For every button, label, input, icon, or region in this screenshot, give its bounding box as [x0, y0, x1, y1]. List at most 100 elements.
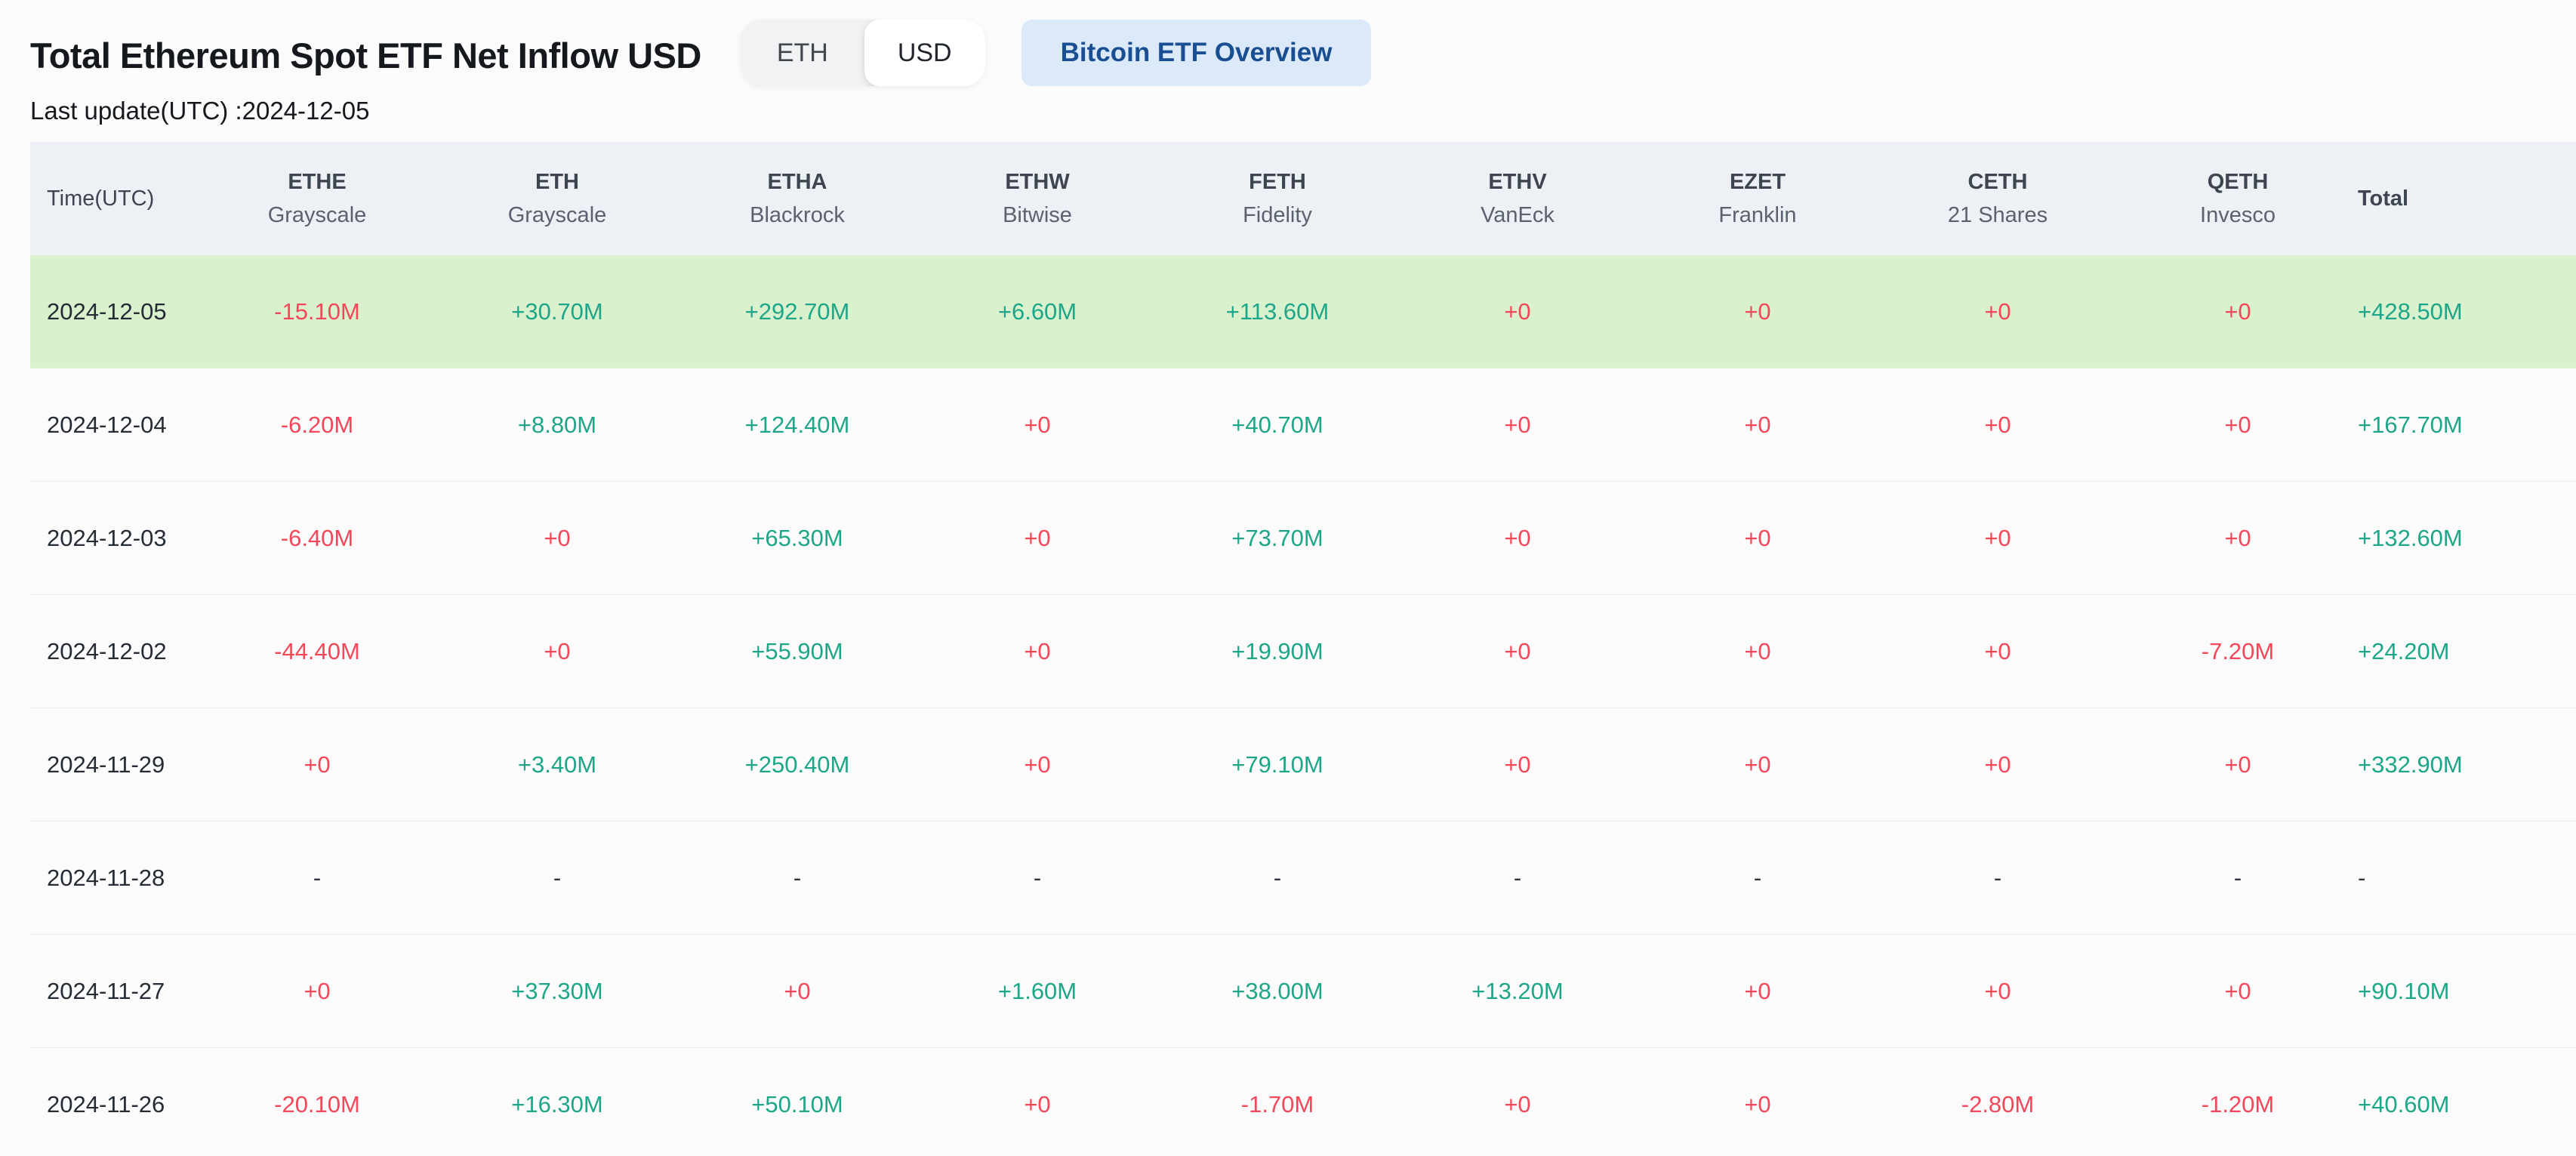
date-cell: 2024-12-05	[47, 297, 167, 325]
value-cell: +0	[1744, 637, 1771, 664]
topbar: Total Ethereum Spot ETF Net Inflow USD E…	[0, 0, 2576, 86]
value-cell: +16.30M	[511, 1090, 603, 1117]
value-cell: +0	[1024, 524, 1051, 551]
total-cell: +40.60M	[2358, 1090, 2450, 1117]
date-cell: 2024-11-29	[47, 751, 165, 778]
date-cell: 2024-12-03	[47, 524, 167, 551]
header-cell-feth: FETH Fidelity	[1243, 170, 1312, 227]
value-cell: +0	[1024, 637, 1051, 664]
value-cell: +0	[304, 751, 331, 778]
value-cell: +0	[1984, 751, 2011, 778]
value-cell: -2.80M	[1961, 1090, 2035, 1117]
table-row: 2024-11-26 -20.10M +16.30M +50.10M +0 -1.70M +…	[30, 1048, 2576, 1156]
table-row: 2024-12-04 -6.20M +8.80M +124.40M +0 +40.70M +…	[30, 368, 2576, 482]
header-cell-ethv: ETHV VanEck	[1481, 170, 1555, 227]
value-cell: +0	[1744, 524, 1771, 551]
total-cell: +132.60M	[2358, 524, 2463, 551]
value-cell: +0	[2224, 411, 2251, 438]
currency-toggle[interactable]: ETH USD	[740, 20, 985, 86]
table-row: 2024-12-02 -44.40M +0 +55.90M +0 +19.90M +0 +0 +…	[30, 595, 2576, 708]
value-cell: +0	[1744, 411, 1771, 438]
value-cell: +0	[1504, 297, 1531, 325]
date-cell: 2024-11-26	[47, 1090, 165, 1117]
value-cell: +0	[1504, 524, 1531, 551]
value-cell: +0	[304, 977, 331, 1004]
value-cell: +40.70M	[1231, 411, 1323, 438]
value-cell: +8.80M	[517, 411, 597, 438]
total-cell: +167.70M	[2358, 411, 2463, 438]
value-cell: +19.90M	[1231, 637, 1323, 664]
value-cell: -6.40M	[280, 524, 354, 551]
value-cell: +113.60M	[1225, 297, 1330, 325]
value-cell: +0	[1744, 297, 1771, 325]
value-cell: -	[1513, 864, 1522, 891]
value-cell: -	[1273, 864, 1282, 891]
header-cell-ethw: ETHW Bitwise	[1003, 170, 1072, 227]
value-cell: +30.70M	[511, 297, 603, 325]
header-cell-qeth: QETH Invesco	[2200, 170, 2276, 227]
total-cell: +90.10M	[2358, 977, 2450, 1004]
total-cell: +332.90M	[2358, 751, 2463, 778]
total-cell: +24.20M	[2358, 637, 2450, 664]
header-cell-ezet: EZET Franklin	[1718, 170, 1797, 227]
value-cell: +0	[1024, 1090, 1051, 1117]
header-cell-ethe: ETHE Grayscale	[267, 170, 367, 227]
value-cell: +0	[1984, 411, 2011, 438]
value-cell: -	[793, 864, 802, 891]
value-cell: -1.70M	[1240, 1090, 1314, 1117]
value-cell: +0	[1984, 524, 2011, 551]
value-cell: +6.60M	[997, 297, 1077, 325]
value-cell: +37.30M	[511, 977, 603, 1004]
value-cell: +3.40M	[517, 751, 597, 778]
value-cell: -	[1753, 864, 1762, 891]
table-row: 2024-12-03 -6.40M +0 +65.30M +0 +73.70M +0 +0 +0…	[30, 482, 2576, 595]
last-update: Last update(UTC) :2024-12-05	[30, 97, 370, 125]
value-cell: +0	[1744, 977, 1771, 1004]
value-cell: +13.20M	[1471, 977, 1564, 1004]
value-cell: -6.20M	[280, 411, 354, 438]
table-row: 2024-11-27 +0 +37.30M +0 +1.60M +38.00M +13.20…	[30, 935, 2576, 1048]
header-cell-time-utc-: Time(UTC)	[47, 187, 155, 211]
table-row: 2024-12-05 -15.10M +30.70M +292.70M +6.60M +1…	[30, 255, 2576, 368]
etf-table: Time(UTC) ETHE Grayscale ETH Grayscale ETHA Bl…	[30, 142, 2576, 1156]
value-cell: +0	[1504, 751, 1531, 778]
bitcoin-etf-overview-button[interactable]: Bitcoin ETF Overview	[1021, 20, 1372, 86]
value-cell: +73.70M	[1231, 524, 1323, 551]
value-cell: +79.10M	[1231, 751, 1323, 778]
value-cell: -	[1993, 864, 2002, 891]
value-cell: -15.10M	[274, 297, 360, 325]
toggle-option-usd[interactable]: USD	[864, 20, 985, 86]
value-cell: +0	[1744, 1090, 1771, 1117]
value-cell: +0	[544, 637, 571, 664]
date-cell: 2024-12-04	[47, 411, 167, 438]
value-cell: +55.90M	[751, 637, 843, 664]
value-cell: +0	[2224, 977, 2251, 1004]
table-body: 2024-12-05 -15.10M +30.70M +292.70M +6.60M +1…	[30, 255, 2576, 1156]
value-cell: -	[553, 864, 562, 891]
value-cell: +0	[1504, 637, 1531, 664]
date-cell: 2024-12-02	[47, 637, 167, 664]
value-cell: +0	[2224, 297, 2251, 325]
value-cell: -44.40M	[274, 637, 360, 664]
value-cell: +0	[1984, 637, 2011, 664]
value-cell: +0	[1024, 751, 1051, 778]
value-cell: +38.00M	[1231, 977, 1323, 1004]
value-cell: +0	[784, 977, 811, 1004]
value-cell: +0	[2224, 751, 2251, 778]
value-cell: +50.10M	[751, 1090, 843, 1117]
table-header: Time(UTC) ETHE Grayscale ETH Grayscale ETHA Bl…	[30, 142, 2576, 255]
value-cell: +250.40M	[744, 751, 850, 778]
value-cell: -20.10M	[274, 1090, 360, 1117]
value-cell: +0	[2224, 524, 2251, 551]
table-row: 2024-11-29 +0 +3.40M +250.40M +0 +79.10M +0 +0 +…	[30, 708, 2576, 822]
date-cell: 2024-11-27	[47, 977, 165, 1004]
value-cell: +0	[1744, 751, 1771, 778]
header-cell-etha: ETHA Blackrock	[750, 170, 845, 227]
value-cell: +1.60M	[997, 977, 1077, 1004]
toggle-option-eth[interactable]: ETH	[741, 20, 864, 86]
value-cell: -	[2233, 864, 2242, 891]
table-row: 2024-11-28 - - - - - - - - - -	[30, 822, 2576, 935]
total-cell: -	[2358, 864, 2366, 891]
value-cell: +124.40M	[744, 411, 850, 438]
date-cell: 2024-11-28	[47, 864, 165, 891]
